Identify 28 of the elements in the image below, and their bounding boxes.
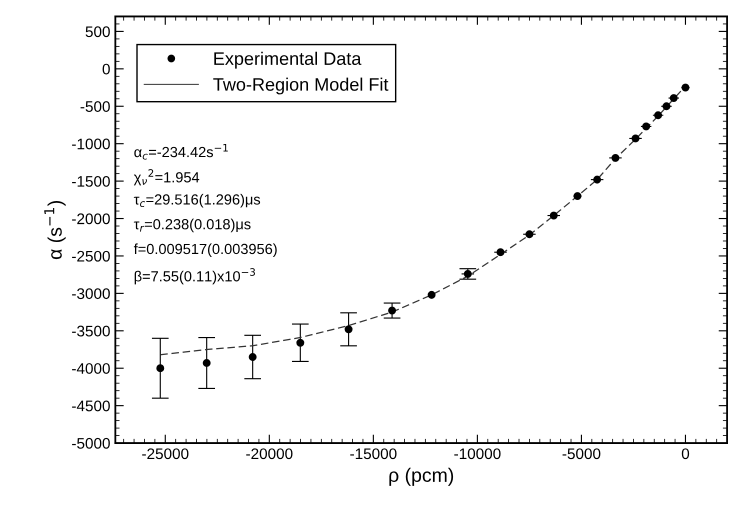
y-tick-label: -5000 [72,438,110,449]
x-tick-label: -25000 [142,448,188,460]
x-tick-label: -15000 [350,448,397,460]
y-tick-label: -1500 [72,176,110,187]
y-tick-label: -1000 [72,138,110,150]
x-tick-label: -10000 [454,448,501,460]
x-tick-label: 0 [682,448,690,460]
annotation: τ$_{c}$=29.516(1.296)μs [134,194,260,208]
y-axis-title: α (s$^{−1}$) [44,201,66,260]
y-tick-label: -500 [80,101,110,112]
x-tick-label: -5000 [562,448,600,460]
annotation: β=7.55(0.11)x10$^{−3}$ [134,268,255,284]
x-tick-label: -20000 [246,448,293,460]
annotation: f=0.009517(0.003956) [134,243,277,257]
y-tick-label: -4500 [72,400,110,412]
annotation: α$_{c}$=-234.42s$^{−1}$ [134,144,228,160]
annotation: τ$_{r}$=0.238(0.018)μs [134,218,251,232]
x-axis-title: ρ (pcm) [389,468,454,486]
y-tick-label: -4000 [72,363,110,374]
y-tick-label: -2500 [72,250,110,262]
y-tick-label: 0 [102,64,110,75]
y-tick-label: -3000 [72,288,110,300]
y-tick-label: 500 [86,26,110,38]
y-tick-label: -2000 [72,213,110,224]
legend-label: Two-Region Model Fit [213,78,388,94]
annotation: χ$_{ν}$$^{2}$=1.954 [134,169,200,186]
y-tick-label: -3500 [72,326,110,336]
legend-label: Experimental Data [214,52,362,69]
